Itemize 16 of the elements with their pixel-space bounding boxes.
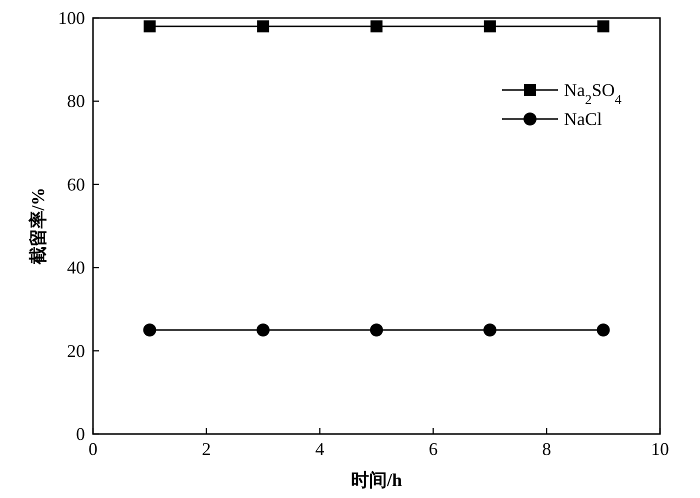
legend-label: NaCl [564,109,602,129]
y-tick-label: 40 [67,258,85,278]
y-axis-title: 截留率/% [28,187,48,266]
x-tick-label: 4 [315,439,324,459]
x-tick-label: 10 [651,439,669,459]
x-tick-label: 2 [202,439,211,459]
y-tick-label: 20 [67,340,85,361]
x-tick-label: 0 [88,439,98,459]
x-tick-label: 8 [542,439,552,459]
x-axis-title: 时间/h [350,470,402,490]
legend-label: Na$_{2}$SO$_{4}$ [564,80,622,106]
y-tick-label: 80 [67,91,85,112]
y-tick-label: 100 [58,8,85,28]
y-tick-label: 0 [76,424,85,444]
y-tick-label: 60 [67,174,85,194]
x-tick-label: 6 [428,439,438,459]
